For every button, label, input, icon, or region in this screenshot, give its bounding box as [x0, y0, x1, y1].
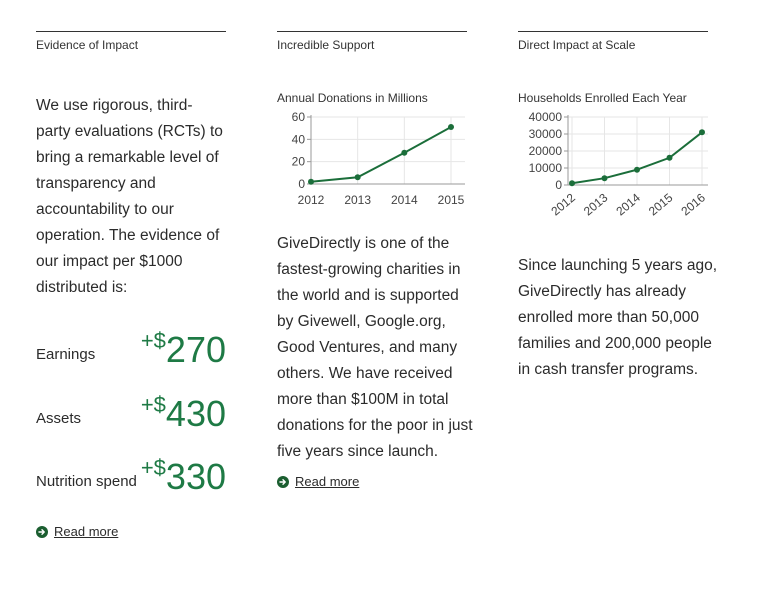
x-tick-label: 2014: [613, 190, 643, 218]
data-point: [448, 124, 454, 131]
x-tick-label: 2016: [678, 190, 708, 218]
metric-assets: Assets +$430: [36, 385, 226, 434]
metric-nutrition-spend: Nutrition spend +$330: [36, 448, 226, 497]
y-tick-label: 10000: [529, 161, 563, 175]
x-tick-label: 2015: [438, 193, 465, 207]
arrow-right-circle-icon: [277, 475, 289, 488]
section-heading: Direct Impact at Scale: [518, 38, 636, 52]
scale-description: Since launching 5 years ago, GiveDirectl…: [518, 257, 718, 378]
data-point: [699, 129, 705, 136]
evidence-description: We use rigorous, third-party evaluations…: [36, 97, 223, 296]
y-tick-label: 20000: [529, 144, 563, 158]
data-point: [601, 175, 608, 182]
series-line: [310, 126, 452, 183]
read-more-link[interactable]: Read more: [36, 524, 118, 539]
x-tick-label: 2012: [298, 193, 325, 207]
y-tick-label: 60: [292, 110, 306, 124]
y-tick-label: 20: [292, 155, 306, 169]
x-tick-label: 2013: [581, 190, 611, 218]
evidence-column: Evidence of Impact We use rigorous, thir…: [36, 31, 226, 539]
read-more-label: Read more: [295, 474, 360, 489]
arrow-right-circle-icon: [36, 525, 48, 538]
data-point: [634, 166, 640, 173]
metric-value: +$270: [140, 328, 226, 370]
chart-title: Annual Donations in Millions: [277, 91, 428, 105]
x-tick-label: 2012: [548, 190, 578, 218]
metric-earnings: Earnings +$270: [36, 321, 226, 370]
metric-label: Assets: [36, 410, 82, 427]
data-point: [401, 149, 408, 156]
metric-value: +$330: [140, 455, 226, 497]
divider: [277, 31, 467, 32]
metric-value: +$430: [140, 392, 226, 434]
x-tick-label: 2013: [344, 193, 371, 207]
households-chart: 0 10000 20000 30000 40000 2012 2013 2014 2015 201…: [529, 110, 709, 218]
y-tick-label: 0: [298, 177, 305, 191]
section-heading: Incredible Support: [277, 38, 375, 52]
divider: [518, 31, 708, 32]
support-column: Incredible Support Annual Donations in M…: [277, 31, 473, 489]
read-more-label: Read more: [54, 524, 119, 539]
data-point: [569, 180, 575, 187]
data-point: [308, 178, 314, 185]
divider: [36, 31, 226, 32]
y-tick-label: 0: [555, 178, 562, 192]
chart-title: Households Enrolled Each Year: [518, 91, 687, 105]
support-description: GiveDirectly is one of the fastest-growi…: [277, 235, 473, 460]
metric-label: Earnings: [36, 346, 96, 363]
y-tick-label: 40000: [529, 110, 563, 124]
data-point: [354, 174, 361, 181]
scale-column: Direct Impact at Scale Households Enroll…: [518, 31, 717, 378]
y-tick-label: 40: [292, 132, 306, 146]
data-point: [666, 154, 673, 161]
x-tick-label: 2014: [391, 193, 418, 207]
metric-label: Nutrition spend: [36, 473, 137, 490]
x-tick-label: 2015: [646, 190, 676, 218]
y-tick-label: 30000: [529, 127, 563, 141]
section-heading: Evidence of Impact: [36, 38, 139, 52]
donations-chart: 0 20 40 60 2012 2013 2014 2015: [292, 110, 465, 207]
read-more-link[interactable]: Read more: [277, 474, 359, 489]
